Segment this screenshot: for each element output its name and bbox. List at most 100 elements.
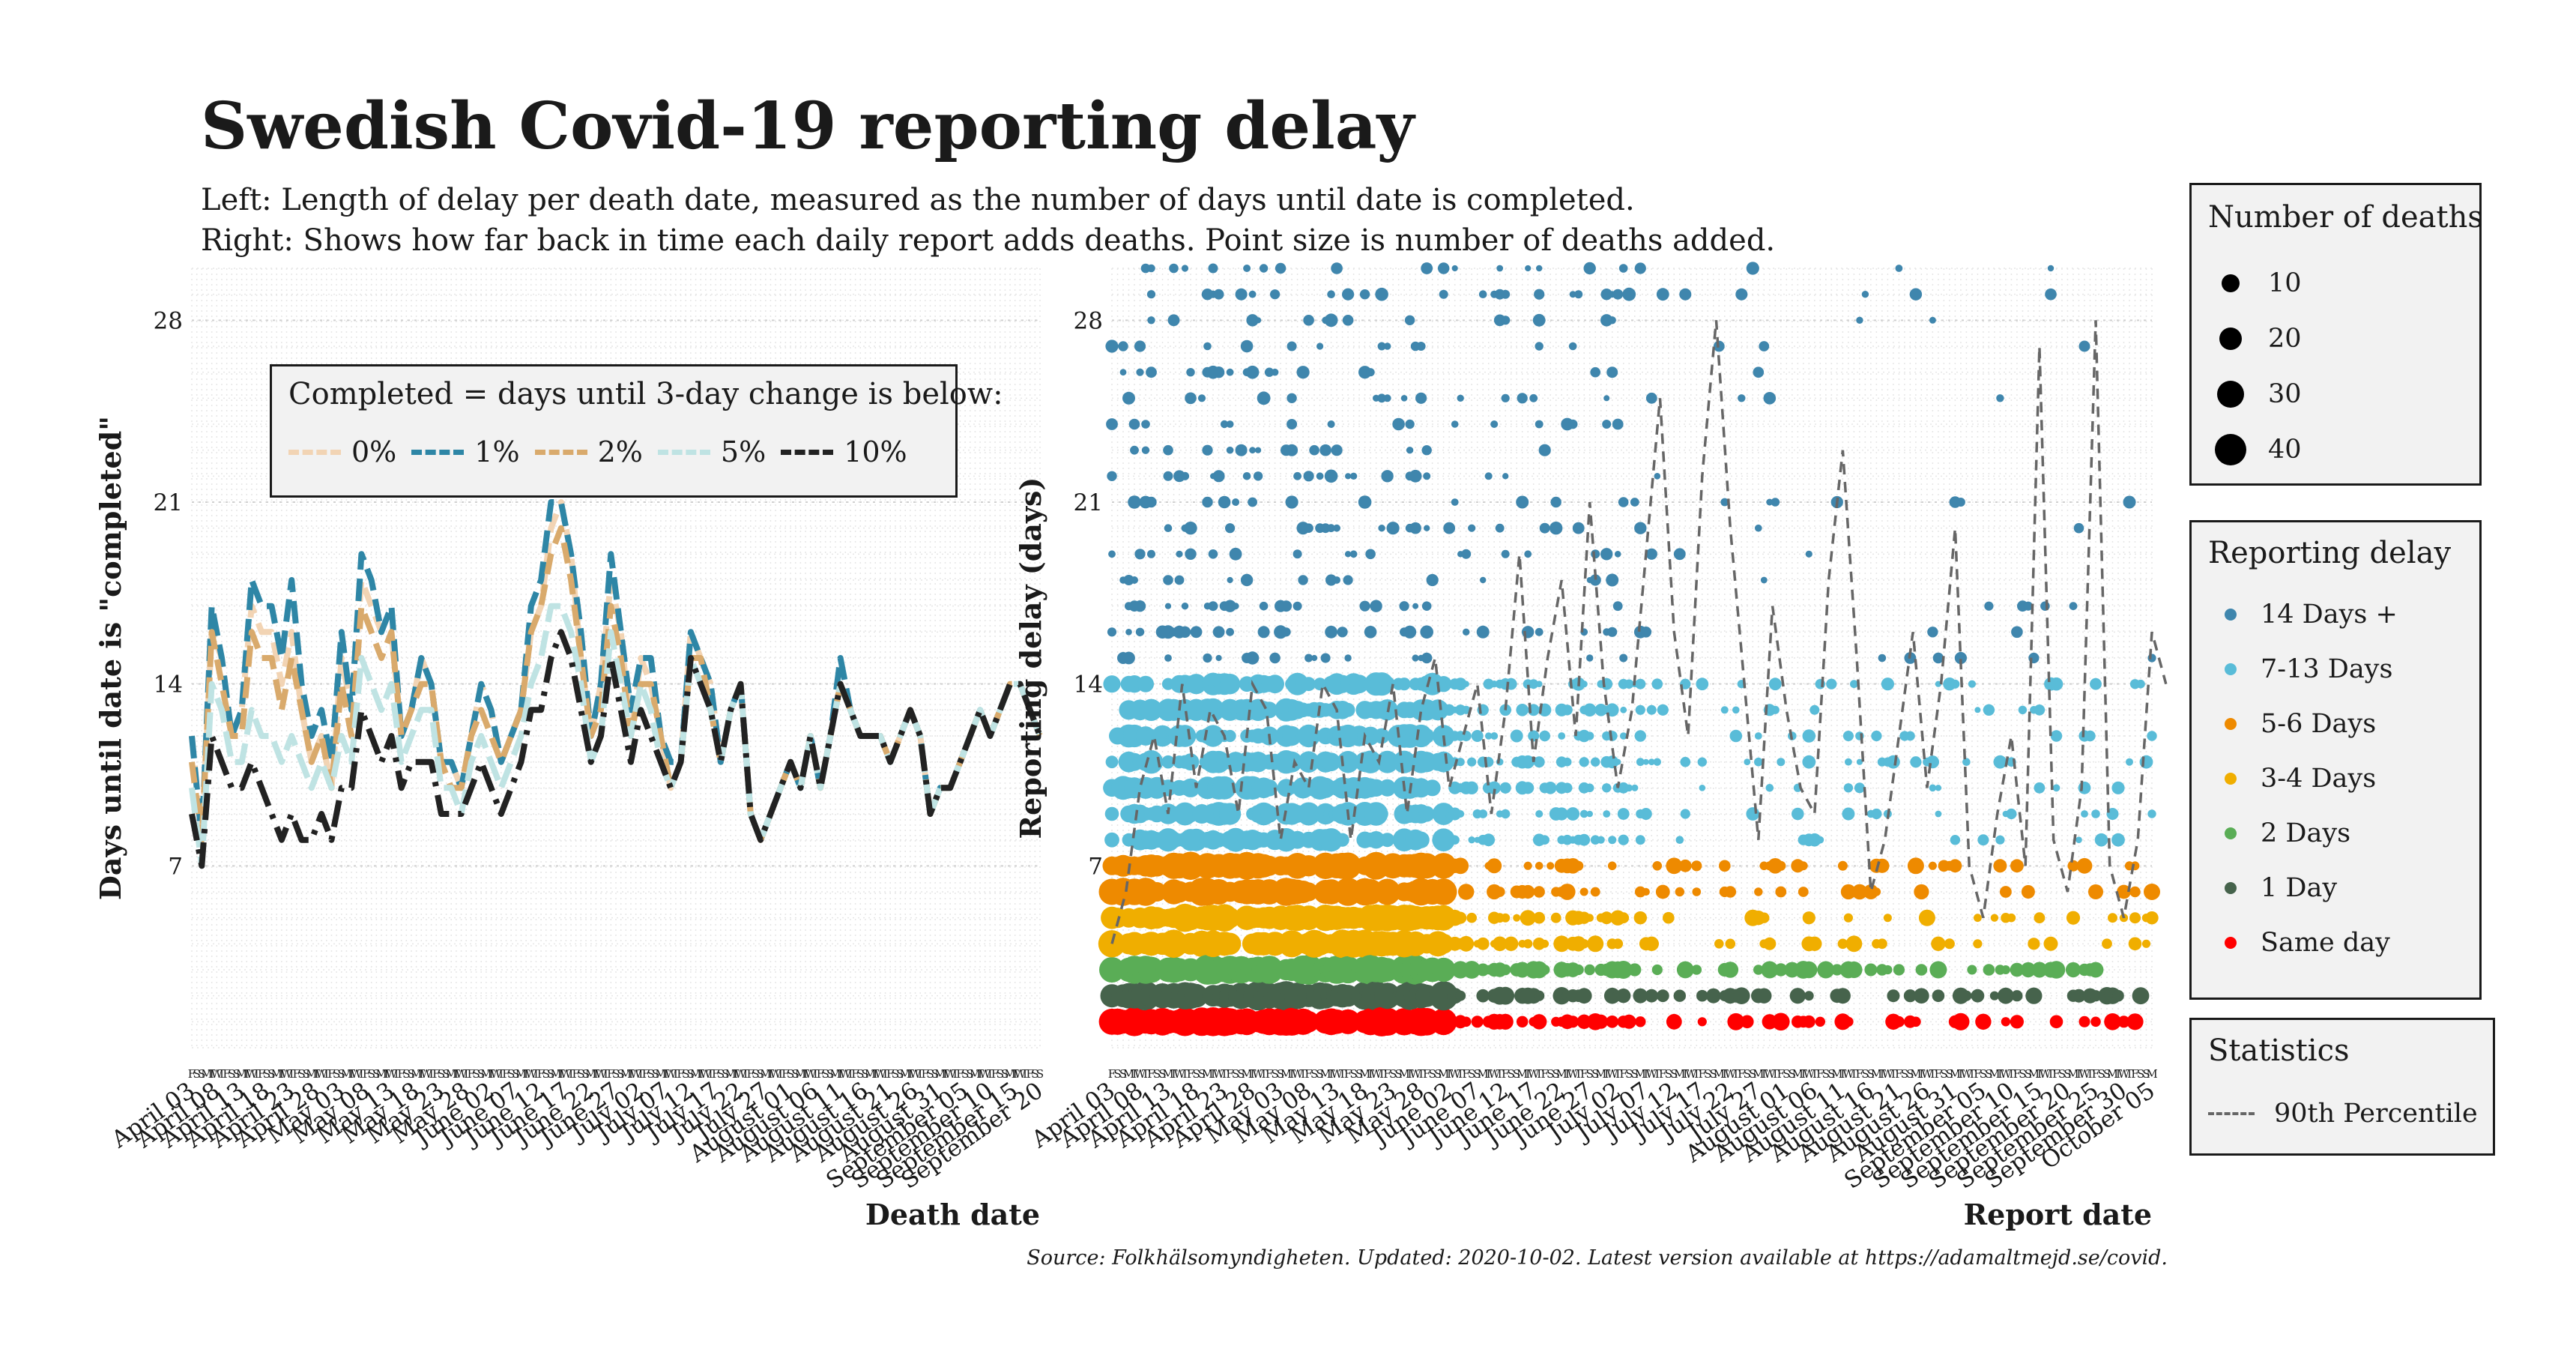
scatter-point — [1585, 783, 1594, 793]
scatter-point — [1103, 675, 1121, 693]
scatter-point — [1673, 989, 1686, 1002]
scatter-point — [1421, 445, 1432, 456]
left-weekday-letter: T — [811, 1067, 819, 1081]
right-weekday-letter: S — [1704, 1067, 1711, 1081]
left-weekday-letter: M — [655, 1067, 666, 1081]
scatter-point — [1292, 601, 1302, 611]
scatter-point — [1147, 316, 1155, 325]
stats-legend-label: 90th Percentile — [2274, 1099, 2478, 1129]
scatter-point — [1375, 807, 1388, 821]
scatter-point — [1918, 909, 1935, 926]
scatter-point — [1666, 857, 1683, 875]
scatter-point — [1983, 964, 1995, 976]
scatter-point — [1235, 288, 1248, 301]
scatter-point — [1424, 779, 1441, 797]
scatter-point — [1809, 704, 1820, 715]
left-y-tick-label: 14 — [154, 672, 183, 698]
scatter-point — [1618, 497, 1629, 507]
left-weekday-letter: T — [697, 1067, 704, 1081]
scatter-point — [1566, 807, 1580, 821]
scatter-point — [1501, 316, 1511, 325]
right-weekday-letter: T — [2047, 1067, 2055, 1081]
scatter-point — [1579, 887, 1588, 896]
left-weekday-letter: S — [787, 1067, 794, 1081]
scatter-point — [1633, 988, 1648, 1004]
left-weekday-letter: T — [627, 1067, 635, 1081]
scatter-point — [1606, 1015, 1618, 1028]
left-weekday-letter: T — [592, 1067, 599, 1081]
completion-legend-swatch — [781, 449, 834, 455]
scatter-point — [1618, 782, 1630, 794]
left-weekday-letter: T — [732, 1067, 740, 1081]
scatter-point — [1293, 471, 1301, 480]
scatter-point — [1319, 444, 1331, 456]
right-weekday-letter: M — [1359, 1067, 1370, 1081]
right-weekday-letter: T — [1800, 1067, 1807, 1081]
left-weekday-letter: W — [525, 1067, 537, 1081]
left-weekday-letter: S — [612, 1067, 620, 1081]
scatter-point — [1421, 262, 1433, 274]
scatter-point — [1377, 342, 1386, 351]
scatter-point — [1535, 810, 1544, 818]
right-weekday-letter: S — [1625, 1067, 1633, 1081]
left-weekday-letter: T — [916, 1067, 924, 1081]
deaths-legend-label: 30 — [2268, 379, 2302, 409]
scatter-point — [1573, 964, 1584, 976]
right-weekday-letter: S — [1232, 1067, 1239, 1081]
scatter-point — [1248, 290, 1257, 298]
scatter-point — [1722, 962, 1739, 978]
right-weekday-letter: T — [1654, 1067, 1661, 1081]
right-weekday-letter: S — [1586, 1067, 1594, 1081]
scatter-point — [1432, 803, 1455, 825]
left-weekday-letter: S — [822, 1067, 829, 1081]
scatter-point — [1539, 522, 1550, 534]
left-weekday-letter: W — [246, 1067, 258, 1081]
left-weekday-letter: T — [417, 1067, 425, 1081]
scatter-point — [1617, 808, 1630, 820]
scatter-point — [1429, 981, 1459, 1011]
left-weekday-letter: T — [882, 1067, 889, 1081]
scatter-point — [1692, 887, 1702, 896]
left-weekday-letter: T — [602, 1067, 610, 1081]
scatter-point — [1467, 757, 1477, 767]
scatter-point — [1104, 806, 1119, 821]
scatter-point — [1586, 810, 1593, 818]
left-weekday-letter: F — [817, 1067, 824, 1081]
scatter-point — [1968, 680, 1976, 688]
scatter-point — [1802, 911, 1815, 925]
scatter-point — [1771, 705, 1780, 714]
delay-legend-item: 7-13 Days — [2208, 645, 2392, 694]
scatter-point — [1416, 342, 1426, 351]
right-weekday-letter: F — [1147, 1067, 1155, 1081]
scatter-point — [2067, 860, 2079, 872]
scatter-point — [1496, 986, 1515, 1005]
left-weekday-letter: S — [757, 1067, 764, 1081]
scatter-point — [1768, 677, 1782, 691]
left-weekday-letter: F — [188, 1067, 196, 1081]
left-weekday-letter: F — [363, 1067, 370, 1081]
delay-legend-dot — [2225, 773, 2237, 785]
scatter-point — [1286, 444, 1298, 456]
scatter-point — [1139, 750, 1164, 774]
scatter-point — [1871, 808, 1882, 820]
scatter-point — [2001, 1017, 2011, 1027]
right-y-tick-label: 14 — [1074, 672, 1103, 698]
right-weekday-letter: M — [1241, 1067, 1252, 1081]
scatter-point — [1792, 807, 1804, 821]
scatter-point — [1798, 887, 1809, 897]
scatter-point — [1931, 936, 1946, 952]
scatter-point — [1699, 785, 1706, 791]
scatter-point — [1618, 912, 1630, 924]
scatter-point — [1468, 524, 1476, 532]
right-weekday-letter: M — [2146, 1067, 2157, 1081]
scatter-point — [1653, 758, 1661, 766]
left-weekday-letter: T — [976, 1067, 984, 1081]
scatter-point — [1771, 498, 1780, 507]
scatter-point — [1504, 936, 1519, 952]
scatter-point — [1956, 498, 1965, 507]
scatter-point — [1872, 887, 1881, 896]
scatter-point — [1909, 288, 1923, 301]
scatter-point — [1296, 366, 1310, 379]
left-weekday-letter: T — [522, 1067, 530, 1081]
